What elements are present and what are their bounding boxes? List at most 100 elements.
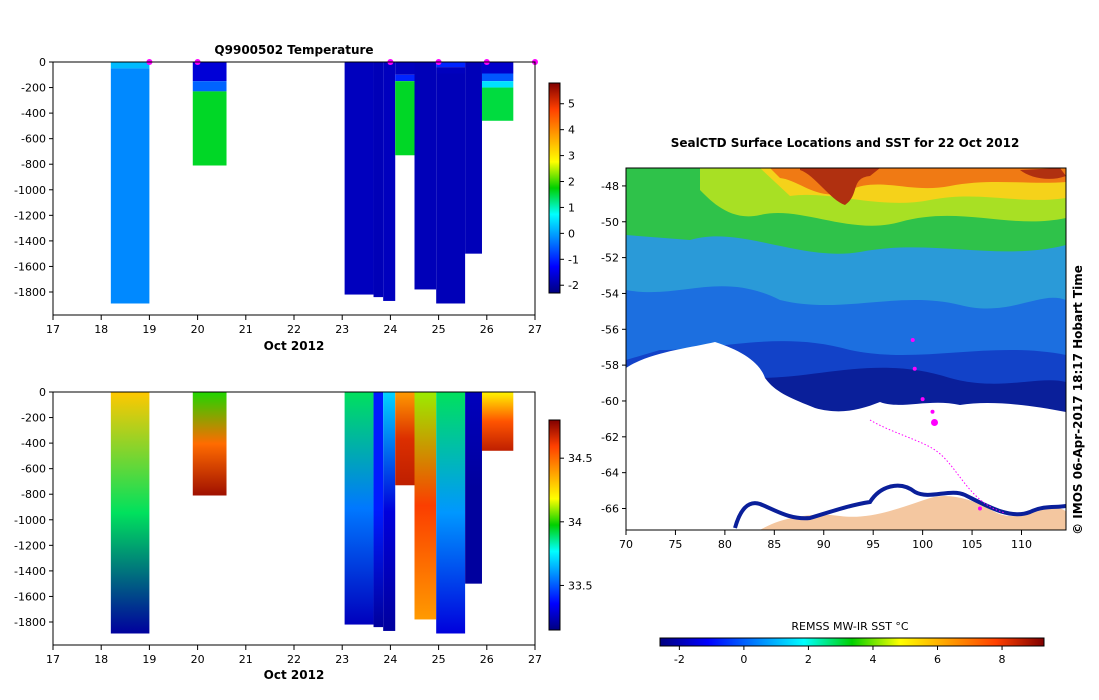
map-lat-ticks: -48 -50 -52 -54 -56 -58 -60 -62 -64 -66 xyxy=(601,180,626,515)
y-tick-label: 0 xyxy=(39,386,46,399)
y-tick-label: -58 xyxy=(601,359,619,372)
sea-ice xyxy=(626,342,1066,530)
y-tick-label: -200 xyxy=(21,82,46,95)
y-tick-label: -1000 xyxy=(14,514,46,527)
salinity-panel: 0 -200 -400 -600 -800 -1000 -1200 -1400 -1600 -18… xyxy=(14,386,592,682)
colorbar-tick-label: 0 xyxy=(568,227,575,240)
colorbar-tick-label: 1 xyxy=(568,201,575,214)
temperature-profile-segment xyxy=(395,81,415,156)
antarctic-land xyxy=(760,495,1066,530)
salinity-profile xyxy=(373,392,384,628)
y-tick-label: -60 xyxy=(601,395,619,408)
x-tick-label: 105 xyxy=(962,538,983,551)
temperature-profile-segment xyxy=(395,62,415,75)
seal-position xyxy=(912,366,917,371)
copyright-note: © IMOS 06-Apr-2017 18:17 Hobart Time xyxy=(1071,265,1085,535)
x-tick-label: 22 xyxy=(287,323,301,336)
y-tick-label: -1200 xyxy=(14,209,46,222)
y-tick-label: -50 xyxy=(601,216,619,229)
map-colorbar xyxy=(659,637,1045,647)
x-tick-label: 20 xyxy=(191,653,205,666)
colorbar-tick-label: 2 xyxy=(568,176,575,189)
y-tick-label: -400 xyxy=(21,107,46,120)
x-tick-label: 17 xyxy=(46,653,60,666)
y-tick-label: -52 xyxy=(601,252,619,265)
y-tick-label: -48 xyxy=(601,180,619,193)
x-tick-label: 22 xyxy=(287,653,301,666)
colorbar-tick-label: 34 xyxy=(568,516,582,529)
y-tick-label: -1000 xyxy=(14,184,46,197)
map-field xyxy=(626,168,1066,530)
colorbar-tick-label: -1 xyxy=(568,253,579,266)
x-tick-label: 85 xyxy=(767,538,781,551)
salinity-profile xyxy=(481,392,514,451)
salinity-colorbar-ticks: 33.5 34 34.5 xyxy=(560,452,593,592)
temperature-profile-segment xyxy=(436,73,466,304)
temperature-profile-segment xyxy=(110,68,150,304)
seal-position xyxy=(930,418,938,426)
y-tick-label: -800 xyxy=(21,158,46,171)
sst-map-panel: SealCTD Surface Locations and SST for 22… xyxy=(601,136,1085,666)
seal-position xyxy=(977,506,982,511)
x-tick-label: 18 xyxy=(94,323,108,336)
colorbar-tick-label: 34.5 xyxy=(568,452,593,465)
temperature-panel: Q9900502 Temperature 0 -200 -400 -600 -800 -1… xyxy=(14,43,579,353)
seal-position xyxy=(930,409,935,414)
y-tick-label: 0 xyxy=(39,56,46,69)
colorbar-tick-label: 33.5 xyxy=(568,579,593,592)
salinity-x-ticks: 17 18 19 20 21 22 23 24 25 26 27 xyxy=(46,645,542,666)
x-tick-label: 24 xyxy=(383,653,397,666)
y-tick-label: -62 xyxy=(601,431,619,444)
x-tick-label: 24 xyxy=(383,323,397,336)
y-tick-label: -1600 xyxy=(14,260,46,273)
x-tick-label: 21 xyxy=(239,653,253,666)
temperature-profile-segment xyxy=(110,62,150,69)
seal-position xyxy=(910,338,915,343)
temperature-profile-segment xyxy=(436,67,466,74)
seal-positions xyxy=(910,338,982,511)
x-tick-label: 17 xyxy=(46,323,60,336)
temperature-profiles xyxy=(110,62,514,304)
coastal-sst-fringe xyxy=(733,483,1066,529)
y-tick-label: -1800 xyxy=(14,286,46,299)
x-tick-label: 20 xyxy=(191,323,205,336)
map-colorbar-ticks: -2 0 2 4 6 8 xyxy=(674,646,1006,666)
colorbar-tick-label: -2 xyxy=(674,653,685,666)
temperature-profile-segment xyxy=(395,74,415,82)
map-lon-ticks: 70 75 80 85 90 95 100 105 110 xyxy=(619,530,1032,551)
temperature-profile-segment xyxy=(481,73,514,82)
x-tick-label: 18 xyxy=(94,653,108,666)
salinity-profile xyxy=(383,392,396,631)
x-tick-label: 100 xyxy=(912,538,933,551)
x-tick-label: 110 xyxy=(1011,538,1032,551)
temperature-x-label: Oct 2012 xyxy=(264,339,325,353)
colorbar-tick-label: 0 xyxy=(740,653,747,666)
y-tick-label: -1400 xyxy=(14,235,46,248)
x-tick-label: 19 xyxy=(142,323,156,336)
x-tick-label: 95 xyxy=(866,538,880,551)
y-tick-label: -56 xyxy=(601,323,619,336)
colorbar-tick-label: 6 xyxy=(934,653,941,666)
y-tick-label: -66 xyxy=(601,502,619,515)
salinity-profile xyxy=(465,392,482,584)
x-tick-label: 19 xyxy=(142,653,156,666)
x-tick-label: 90 xyxy=(817,538,831,551)
x-tick-label: 80 xyxy=(718,538,732,551)
x-tick-label: 26 xyxy=(480,323,494,336)
map-colorbar-label: REMSS MW-IR SST °C xyxy=(791,620,909,633)
y-tick-label: -200 xyxy=(21,412,46,425)
colorbar-tick-label: 4 xyxy=(568,124,575,137)
x-tick-label: 21 xyxy=(239,323,253,336)
temperature-profile-segment xyxy=(465,62,482,254)
y-tick-label: -800 xyxy=(21,488,46,501)
temperature-y-ticks: 0 -200 -400 -600 -800 -1000 -1200 -1400 -1600 -18… xyxy=(14,56,53,299)
salinity-profile xyxy=(192,392,227,496)
colorbar-tick-label: 3 xyxy=(568,150,575,163)
y-tick-label: -64 xyxy=(601,467,619,480)
salinity-colorbar xyxy=(548,419,561,631)
temperature-markers xyxy=(146,59,538,65)
colorbar-tick-label: 2 xyxy=(805,653,812,666)
temperature-profile-segment xyxy=(414,62,437,290)
x-tick-label: 27 xyxy=(528,653,542,666)
